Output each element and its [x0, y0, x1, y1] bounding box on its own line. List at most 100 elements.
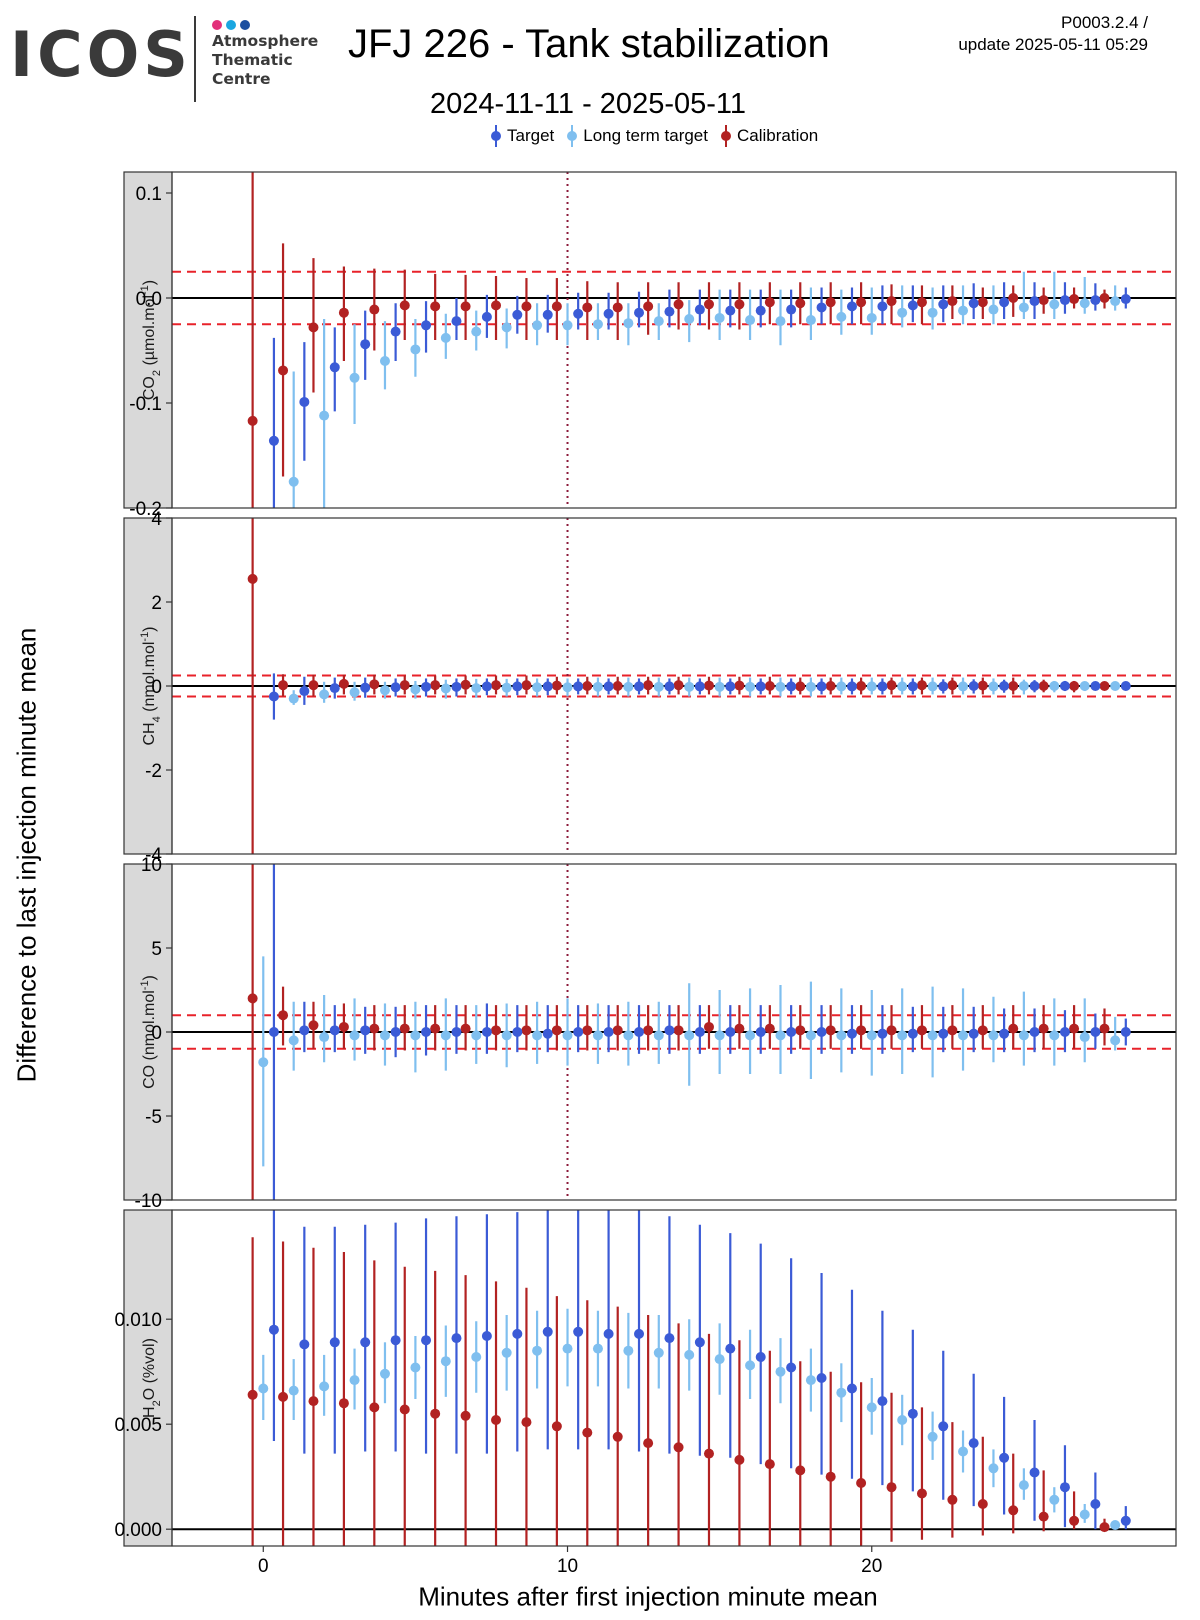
chart-title: JFJ 226 - Tank stabilization: [348, 22, 830, 66]
version-info: P0003.2.4 / update 2025-05-11 05:29: [958, 12, 1148, 56]
data-point: [927, 681, 938, 692]
data-point: [562, 1343, 573, 1354]
icos-logo: ICOS Atmosphere Thematic Centre: [10, 14, 320, 106]
logo-dot-cyan: [226, 20, 236, 30]
data-point: [562, 320, 573, 331]
data-point: [521, 1025, 532, 1036]
data-point: [916, 1025, 927, 1036]
data-point: [1099, 293, 1110, 303]
logo-wordmark: ICOS: [10, 18, 192, 91]
data-point: [927, 307, 938, 318]
data-point: [399, 680, 410, 691]
data-point: [421, 320, 432, 331]
data-point: [521, 680, 532, 691]
data-point: [977, 680, 988, 691]
data-point: [532, 1345, 543, 1356]
logo-text: Atmosphere Thematic Centre: [212, 32, 318, 89]
data-point: [551, 680, 562, 691]
data-point: [1120, 1515, 1131, 1526]
data-point: [268, 1027, 279, 1037]
data-point: [512, 1328, 523, 1339]
data-point: [399, 1404, 410, 1415]
data-point: [379, 1030, 390, 1041]
data-point: [532, 320, 543, 331]
data-point: [684, 1030, 695, 1041]
data-point: [897, 681, 908, 692]
data-point: [866, 312, 877, 323]
data-point: [907, 300, 918, 311]
data-point: [1099, 1023, 1110, 1034]
data-point: [1038, 1023, 1049, 1034]
data-point: [755, 1352, 766, 1362]
data-point: [582, 302, 593, 313]
data-point: [725, 305, 736, 316]
data-point: [440, 1030, 451, 1041]
data-point: [1099, 681, 1110, 691]
data-point: [390, 1335, 401, 1346]
data-point: [795, 1465, 806, 1476]
data-point: [623, 1030, 634, 1041]
data-point: [551, 301, 562, 312]
data-point: [825, 1471, 836, 1482]
data-point: [592, 319, 603, 330]
data-point: [369, 1402, 380, 1413]
panel-border: [171, 863, 1177, 1201]
data-point: [643, 301, 654, 312]
data-point: [714, 312, 725, 323]
data-point: [338, 678, 349, 689]
data-point: [877, 301, 888, 312]
data-point: [1120, 1027, 1131, 1037]
legend: Target Long term target Calibration: [490, 124, 830, 148]
y-tick-label: 0.000: [114, 1520, 162, 1541]
data-point: [775, 1030, 786, 1041]
data-point: [329, 683, 340, 694]
data-point: [968, 681, 979, 691]
data-point: [927, 1030, 938, 1041]
data-point: [603, 1328, 614, 1339]
data-point: [816, 681, 827, 692]
panel-border: [171, 517, 1177, 855]
data-point: [886, 1482, 897, 1493]
data-point: [1079, 298, 1090, 309]
data-point: [703, 1021, 714, 1032]
y-tick-label: -4: [145, 845, 162, 866]
data-point: [877, 681, 888, 692]
data-point: [938, 299, 949, 310]
data-point: [603, 308, 614, 319]
data-point: [886, 680, 897, 691]
chart-subtitle: 2024-11-11 - 2025-05-11: [430, 88, 746, 120]
data-point: [745, 315, 756, 326]
data-point: [288, 693, 299, 704]
data-point: [573, 1326, 584, 1337]
data-point: [1018, 302, 1029, 313]
data-point: [268, 1324, 279, 1335]
data-point: [308, 1396, 319, 1407]
data-point: [947, 1494, 958, 1505]
data-point: [643, 680, 654, 691]
data-point: [958, 681, 969, 692]
data-point: [278, 1010, 289, 1021]
data-point: [288, 1385, 299, 1396]
data-point: [988, 1463, 999, 1474]
data-point: [1120, 681, 1131, 691]
data-point: [653, 681, 664, 692]
data-point: [755, 305, 766, 316]
data-point: [938, 1028, 949, 1039]
data-point: [379, 685, 390, 696]
data-point: [268, 435, 279, 446]
data-point: [451, 1333, 462, 1344]
data-point: [958, 305, 969, 316]
data-point: [856, 297, 867, 308]
data-point: [1059, 1027, 1070, 1037]
data-point: [795, 681, 806, 692]
data-point: [1069, 294, 1080, 305]
data-point: [1029, 1467, 1040, 1478]
data-point: [491, 1415, 502, 1425]
data-point: [846, 1028, 857, 1039]
data-point: [764, 297, 775, 308]
data-point: [278, 680, 289, 691]
data-point: [1008, 681, 1019, 691]
data-point: [947, 680, 958, 691]
data-point: [1069, 1515, 1080, 1526]
data-point: [734, 299, 745, 310]
